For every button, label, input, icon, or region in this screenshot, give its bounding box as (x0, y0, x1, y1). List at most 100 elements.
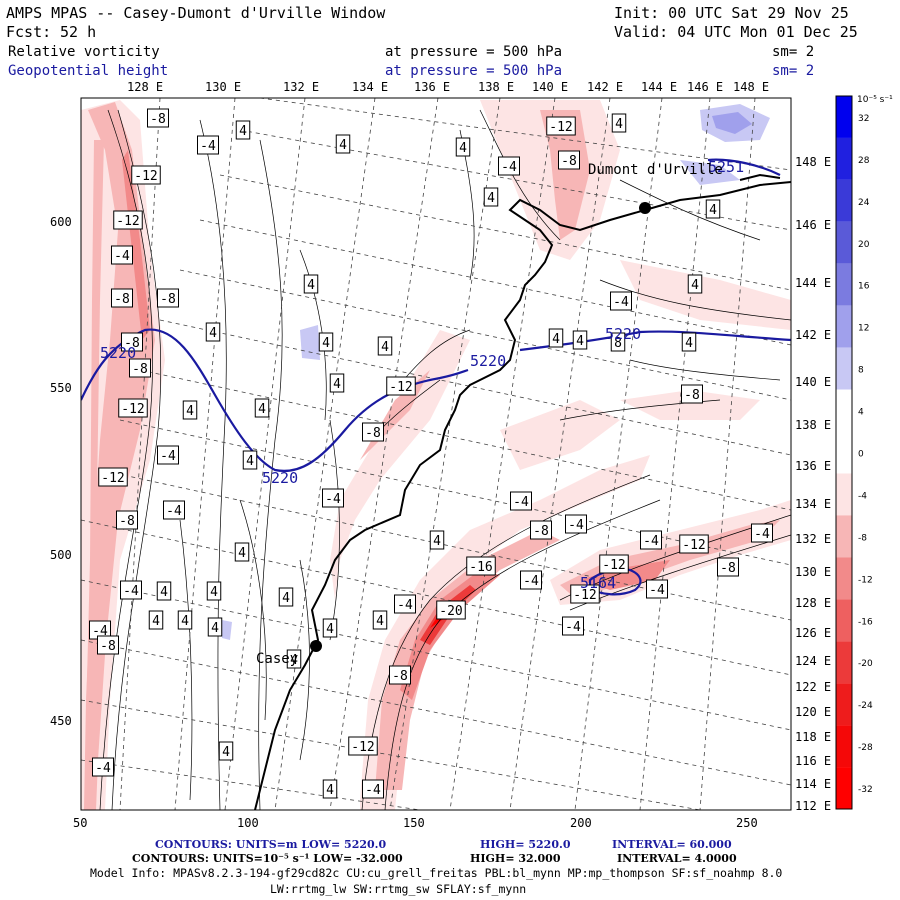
vorticity-label: 4 (372, 610, 388, 630)
colorbar-segment (836, 137, 852, 180)
colorbar-label: 24 (858, 198, 870, 208)
svg-text:-4: -4 (325, 492, 341, 507)
colorbar-segment (836, 263, 852, 306)
right-edge-label: 120 E (795, 705, 831, 719)
colorbar-segment (836, 683, 852, 726)
lon-label: 140 E (532, 80, 569, 94)
colorbar-label: 20 (858, 240, 870, 250)
svg-text:-8: -8 (684, 388, 700, 403)
colorbar-label: -32 (858, 785, 873, 795)
y-tick: 600 (50, 215, 72, 229)
footer-model-info: Model Info: MPASv8.2.3-194-gf29cd82c CU:… (90, 866, 783, 880)
lon-label: 128 E (127, 80, 164, 94)
height-label: 5164 (580, 574, 616, 592)
footer-vort-high: HIGH= 32.000 (470, 852, 561, 865)
vorticity-label: -4 (751, 523, 773, 543)
valid-time: Valid: 04 UTC Mon 01 Dec 25 (614, 23, 858, 41)
colorbar-label: -20 (858, 659, 873, 669)
vorticity-label: -4 (120, 580, 142, 600)
right-edge-label: 148 E (795, 155, 831, 169)
vorticity-label: 4 (548, 328, 564, 348)
x-tick: 200 (570, 816, 592, 830)
svg-text:4: 4 (307, 278, 315, 293)
lon-label: 130 E (205, 80, 242, 94)
vorticity-label: 4 (572, 330, 588, 350)
vorticity-label: 4 (235, 120, 251, 140)
x-axis: 50 100 150 200 250 (73, 816, 758, 830)
colorbar-label: -28 (858, 743, 873, 753)
svg-text:-4: -4 (649, 583, 665, 598)
colorbar-label: 4 (858, 408, 864, 418)
svg-text:-4: -4 (754, 527, 770, 542)
smooth-height: sm= 2 (772, 63, 815, 79)
vorticity-label: -4 (610, 291, 632, 311)
field-height: Geopotential height (8, 63, 169, 79)
vorticity-label: -4 (394, 594, 416, 614)
map-title: AMPS MPAS -- Casey-Dumont d'Urville Wind… (6, 4, 386, 22)
vorticity-label: 4 (254, 398, 270, 418)
svg-text:4: 4 (282, 591, 290, 606)
colorbar-label: -12 (858, 575, 873, 585)
vorticity-label: -4 (498, 156, 520, 176)
vorticity-label: 4 (329, 373, 345, 393)
svg-text:-12: -12 (121, 402, 144, 417)
svg-text:-4: -4 (643, 534, 659, 549)
svg-text:-16: -16 (469, 560, 492, 575)
vorticity-label: -8 (681, 384, 703, 404)
colorbar-label: 0 (858, 450, 864, 460)
right-edge-label: 122 E (795, 680, 831, 694)
svg-text:-4: -4 (523, 574, 539, 589)
colorbar-segment (836, 179, 852, 222)
vorticity-label: 4 (156, 581, 172, 601)
colorbar-segment (836, 305, 852, 348)
plot-frame (80, 97, 792, 811)
right-edge-label: 144 E (795, 276, 831, 290)
vorticity-label: -8 (111, 288, 133, 308)
svg-text:4: 4 (181, 614, 189, 629)
right-edge-label: 114 E (795, 777, 831, 791)
y-tick: 550 (50, 381, 72, 395)
vorticity-contours (99, 109, 791, 810)
svg-text:-12: -12 (549, 120, 572, 135)
vorticity-label: 4 (278, 587, 294, 607)
svg-text:-12: -12 (351, 740, 374, 755)
vorticity-label: 4 (681, 332, 697, 352)
height-label: 5220 (262, 469, 298, 487)
colorbar-label: -8 (858, 533, 867, 543)
svg-text:4: 4 (376, 614, 384, 629)
dumont-label: Dumont d'Urville (588, 162, 723, 178)
svg-text:-12: -12 (602, 558, 625, 573)
vorticity-label: 4 (611, 113, 627, 133)
lon-label: 148 E (733, 80, 770, 94)
vorticity-label: -4 (163, 500, 185, 520)
svg-text:-4: -4 (92, 624, 108, 639)
right-edge-label: 136 E (795, 459, 831, 473)
svg-text:-12: -12 (682, 538, 705, 553)
svg-text:8: 8 (614, 336, 622, 351)
vorticity-label: -8 (157, 288, 179, 308)
svg-text:-4: -4 (365, 783, 381, 798)
svg-text:4: 4 (333, 377, 341, 392)
vorticity-label: 4 (318, 332, 334, 352)
svg-text:4: 4 (322, 336, 330, 351)
vorticity-label: -4 (565, 514, 587, 534)
right-edge-label: 142 E (795, 328, 831, 342)
colorbar-segment (836, 767, 852, 809)
vorticity-label: -8 (116, 510, 138, 530)
vorticity-label: -20 (436, 600, 466, 620)
vorticity-label: 4 (322, 618, 338, 638)
y-tick: 450 (50, 714, 72, 728)
lon-label: 146 E (687, 80, 724, 94)
svg-text:4: 4 (209, 326, 217, 341)
svg-text:4: 4 (238, 546, 246, 561)
pressure-vorticity: at pressure = 500 hPa (385, 44, 563, 60)
svg-text:4: 4 (691, 278, 699, 293)
vorticity-label: -16 (466, 556, 496, 576)
right-edge-label: 140 E (795, 375, 831, 389)
latlon-grid (81, 98, 791, 810)
height-value-labels: 5220 5220 5220 5220 5164 5251 (100, 158, 744, 592)
vorticity-label: 4 (303, 274, 319, 294)
colorbar-unit: 10⁻⁵ s⁻¹ (857, 95, 893, 105)
footer-model-physics: LW:rrtmg_lw SW:rrtmg_sw SFLAY:sf_mynn (270, 882, 527, 896)
right-edge-label: 132 E (795, 532, 831, 546)
